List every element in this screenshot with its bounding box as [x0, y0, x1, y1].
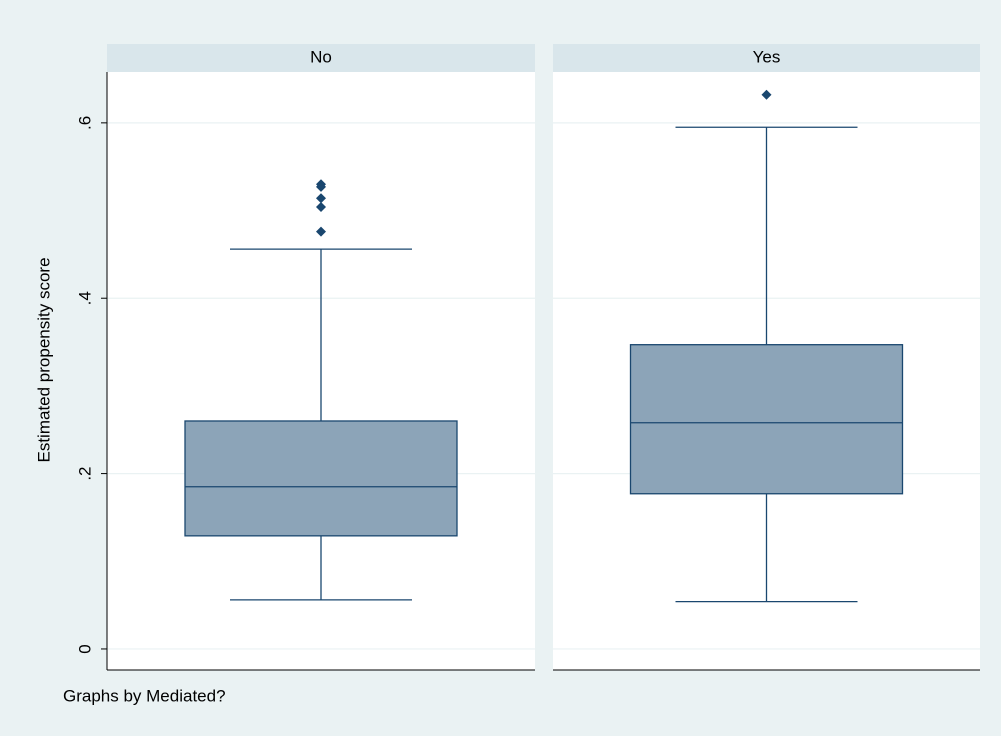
y-axis-title: Estimated propensity score	[34, 257, 53, 462]
panel-header	[553, 44, 980, 72]
y-tick-label: 0	[75, 644, 94, 653]
outlier	[316, 193, 326, 204]
y-tick-label: .2	[75, 466, 94, 480]
outlier	[316, 202, 326, 213]
panel-header	[107, 44, 535, 72]
note: Graphs by Mediated?	[63, 686, 226, 705]
panel-title: No	[310, 47, 332, 66]
outlier	[316, 181, 326, 192]
box	[629, 344, 904, 495]
box	[184, 420, 458, 537]
y-tick-label: .4	[75, 291, 94, 305]
y-tick-label: .6	[75, 116, 94, 130]
outlier	[761, 89, 772, 100]
outlier	[316, 226, 326, 237]
panel-title: Yes	[753, 47, 781, 66]
